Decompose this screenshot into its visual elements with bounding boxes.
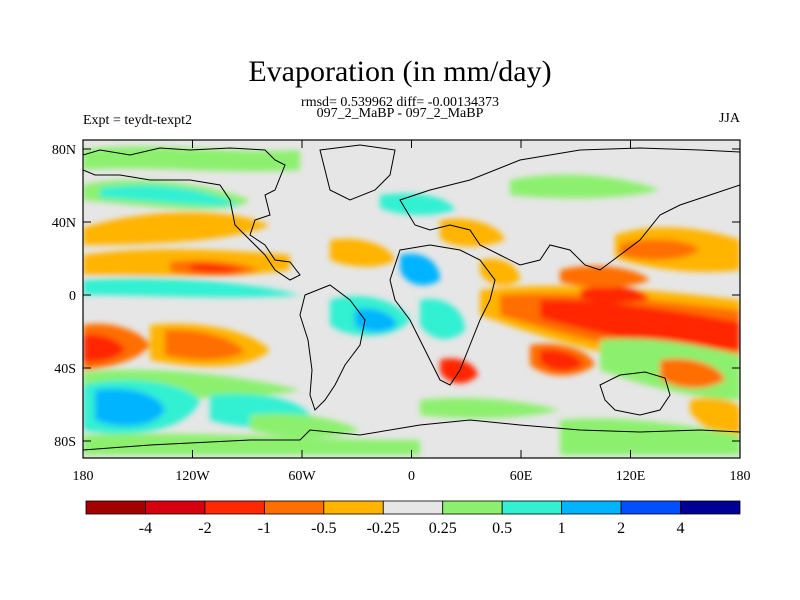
x-tick-label: 180 (73, 469, 94, 484)
x-tick-label: 120W (175, 469, 210, 484)
colorbar-swatch (263, 500, 325, 515)
colorbar-label: -0.25 (367, 520, 400, 537)
greenland-outline (319, 144, 396, 201)
field-patch (83, 433, 420, 455)
field-patch (510, 174, 660, 199)
y-ticks (83, 148, 740, 442)
y-tick-label: 0 (69, 289, 76, 304)
colorbar-label: -2 (198, 520, 211, 537)
colorbar-label: 0.25 (429, 520, 457, 537)
colorbar-swatch (620, 500, 681, 515)
field-patch (560, 418, 740, 455)
x-tick-label: 120E (616, 469, 646, 484)
field-patch (83, 146, 300, 172)
antarctica-outline (83, 419, 740, 451)
colorbar-swatch (85, 500, 146, 515)
south-america-outline (299, 284, 366, 411)
colorbar-swatch (561, 500, 622, 515)
colorbar-label: 1 (558, 520, 566, 537)
field-patch (620, 239, 700, 260)
colorbar-label: -4 (139, 520, 152, 537)
field-patch (165, 329, 245, 360)
y-tick-label: 40S (54, 362, 76, 377)
eurasia-outline (399, 147, 740, 271)
y-tick-label: 40N (52, 216, 76, 231)
evaporation-field (83, 140, 740, 458)
colorbar-label: 0.5 (492, 520, 512, 537)
field-patch (330, 238, 395, 267)
field-patch (540, 299, 740, 350)
field-patch (440, 218, 505, 247)
y-tick-label: 80S (54, 435, 76, 450)
field-patch (580, 286, 650, 303)
x-tick-label: 60W (288, 469, 316, 484)
colorbar-swatch (204, 500, 265, 515)
comparison-subtitle: 097_2_MaBP - 097_2_MaBP (316, 106, 484, 121)
colorbar-label: 4 (677, 520, 685, 537)
field-patch (400, 253, 440, 286)
field-patch (540, 349, 583, 371)
field-patch (380, 193, 455, 216)
field-patch (83, 334, 125, 362)
colorbar-swatch (680, 500, 741, 515)
field-patch (355, 308, 397, 332)
colorbar-swatch (323, 500, 384, 515)
x-tick-label: 180 (730, 469, 751, 484)
colorbar-swatch (501, 500, 563, 515)
map-title: Evaporation (in mm/day) (248, 55, 552, 88)
field-patch (95, 388, 165, 426)
experiment-label: Expt = teydt-texpt2 (83, 113, 192, 128)
y-tick-label: 80N (52, 143, 76, 158)
season-label: JJA (718, 111, 740, 126)
field-patch (250, 413, 360, 438)
x-tick-label: 60E (510, 469, 533, 484)
stats-subtitle: rmsd= 0.539962 diff= -0.00134373 (301, 95, 499, 110)
field-patch (100, 185, 240, 206)
africa-outline (389, 244, 496, 386)
colorbar-label: -0.5 (311, 520, 336, 537)
colorbar: -4 -2 -1 -0.5 -0.25 0.25 0.5 1 2 4 (85, 500, 741, 537)
field-patch (660, 358, 725, 389)
field-patch (190, 263, 245, 273)
colorbar-label: 2 (617, 520, 625, 537)
colorbar-swatch (442, 500, 503, 515)
field-patch (690, 398, 740, 440)
colorbar-swatch (145, 500, 206, 515)
field-patch (560, 265, 650, 288)
field-patch (420, 299, 465, 340)
north-america-outline (83, 147, 301, 281)
land-outlines (83, 144, 740, 451)
colorbar-swatch (382, 500, 444, 515)
x-tick-label: 0 (408, 469, 415, 484)
field-patch (83, 278, 300, 298)
x-ticks (82, 140, 741, 458)
field-patch (480, 258, 520, 286)
australia-outline (599, 371, 671, 416)
field-patch (83, 212, 270, 245)
field-patch (420, 398, 560, 419)
colorbar-label: -1 (258, 520, 271, 537)
